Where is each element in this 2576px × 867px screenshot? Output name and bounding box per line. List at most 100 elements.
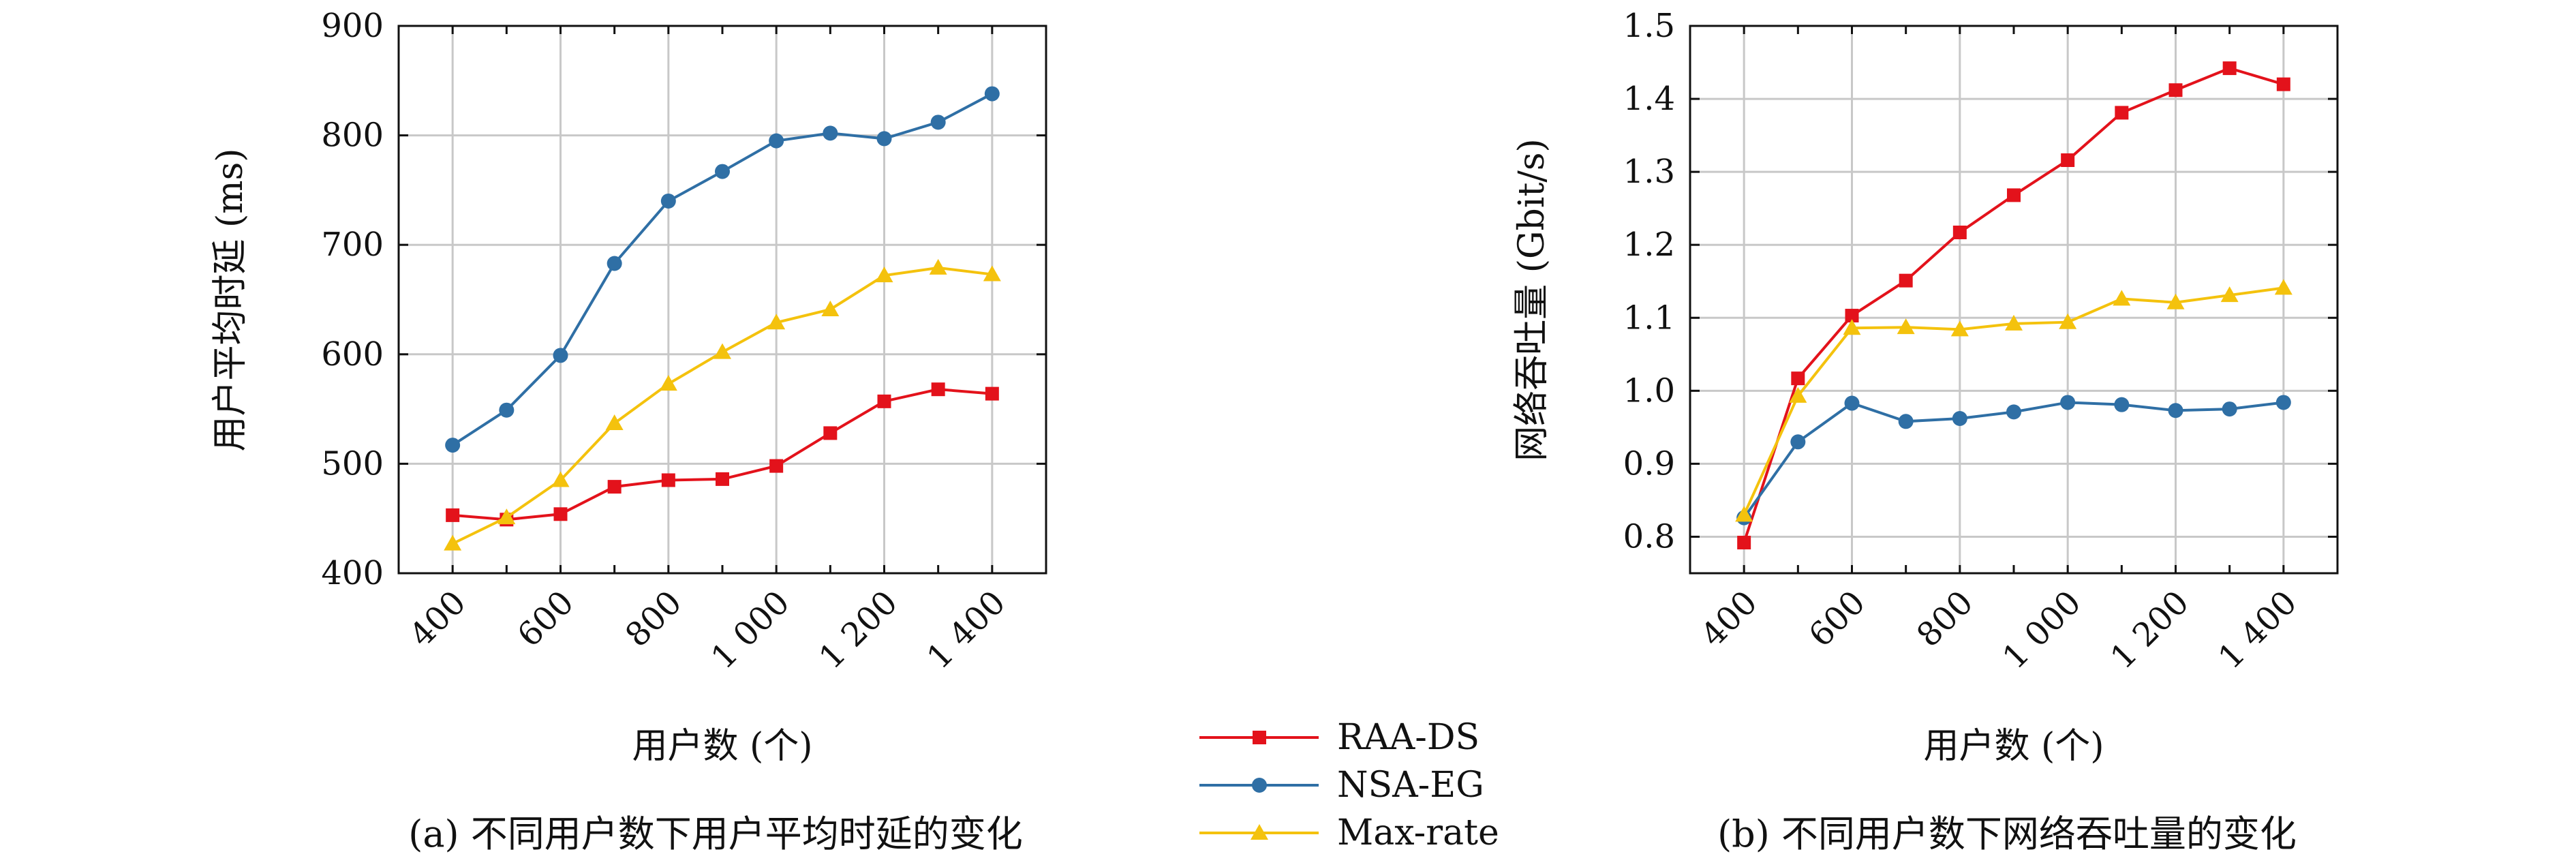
chart-a-grid	[399, 25, 1046, 575]
chart-a-point-nsa-eg	[984, 86, 1000, 102]
chart-b-point-raa-ds	[1791, 371, 1805, 386]
chart-a-point-max-rate	[605, 414, 624, 430]
chart-a-point-raa-ds	[769, 459, 784, 473]
chart-a-ytick-label: 700	[321, 226, 384, 264]
chart-b-ytick-label: 0.8	[1623, 517, 1675, 556]
chart-b-point-nsa-eg	[2006, 404, 2021, 420]
chart-a-ylabel: 用户平均时延 (ms)	[210, 148, 251, 451]
chart-b-point-nsa-eg	[1844, 395, 1860, 411]
chart-a-point-max-rate	[767, 314, 786, 330]
chart-b-caption: (b) 不同用户数下网络吞吐量的变化	[1717, 812, 2297, 855]
chart-a-point-max-rate	[714, 343, 731, 359]
legend-label-max-rate: Max-rate	[1337, 812, 1499, 853]
chart-b-ytick-label: 1.3	[1623, 153, 1675, 191]
chart-a-point-nsa-eg	[823, 125, 838, 141]
chart-a-xtick-label: 800	[618, 583, 689, 654]
chart-a-point-raa-ds	[661, 473, 675, 487]
chart-b-point-max-rate	[2274, 279, 2293, 295]
chart-b-point-raa-ds	[1845, 309, 1859, 323]
chart-b-point-raa-ds	[2168, 83, 2183, 97]
chart-a-point-raa-ds	[716, 472, 729, 486]
chart-a-point-raa-ds	[446, 508, 460, 522]
chart-b-series	[1735, 61, 2293, 550]
chart-b-ytick-label: 0.9	[1623, 444, 1675, 483]
chart-a-ytick-label: 500	[321, 444, 384, 483]
chart-a-point-raa-ds	[877, 394, 891, 408]
chart-a-caption: (a) 不同用户数下用户平均时延的变化	[408, 812, 1023, 855]
chart-a-ytick-label: 900	[321, 7, 384, 45]
chart-a-series-line-nsa-eg	[452, 92, 993, 446]
chart-a-point-raa-ds	[985, 386, 999, 401]
chart-a-point-max-rate	[497, 508, 516, 525]
chart-b-xtick-label: 400	[1693, 583, 1764, 654]
chart-b-point-max-rate	[1789, 386, 1807, 403]
chart-a-xtick-label: 600	[510, 583, 581, 654]
chart-b-point-raa-ds	[2061, 153, 2075, 168]
chart-a-point-raa-ds	[607, 480, 622, 494]
chart-a-point-nsa-eg	[660, 193, 676, 209]
chart-b-point-nsa-eg	[2168, 403, 2183, 419]
chart-a-point-raa-ds	[823, 426, 838, 440]
chart-a-point-raa-ds	[553, 507, 568, 521]
chart-a-point-max-rate	[983, 265, 1001, 282]
chart-a-point-max-rate	[444, 534, 462, 551]
chart-a-xtick-label: 1 000	[704, 583, 797, 677]
chart-a-point-max-rate	[875, 267, 893, 283]
chart-a-ytick-label: 400	[321, 554, 384, 592]
chart-b-point-raa-ds	[2222, 61, 2237, 76]
chart-b-point-max-rate	[1950, 320, 1969, 337]
chart-b-point-raa-ds	[2115, 106, 2129, 120]
chart-a-point-max-rate	[659, 375, 677, 391]
chart-a-xtick-label: 1 400	[920, 583, 1013, 677]
chart-a-point-nsa-eg	[876, 131, 892, 147]
chart-b-plot-frame	[1689, 25, 2339, 575]
chart-a-plot-frame	[397, 25, 1047, 575]
legend-marker-raa-ds	[1253, 731, 1266, 744]
chart-b-xtick-label: 1 400	[2211, 583, 2305, 677]
chart-b-ylabel: 网络吞吐量 (Gbit/s)	[1512, 138, 1552, 461]
chart-a-point-nsa-eg	[607, 256, 622, 271]
chart-b-point-nsa-eg	[1790, 434, 1806, 450]
chart-b-point-nsa-eg	[2114, 397, 2130, 412]
chart-a-xlabel: 用户数 (个)	[632, 726, 812, 767]
chart-b-point-max-rate	[2166, 293, 2185, 309]
chart-b-xtick-label: 600	[1802, 583, 1873, 654]
chart-b-ytick-label: 1.4	[1623, 80, 1675, 118]
chart-a-series-line-max-rate	[452, 266, 993, 545]
chart-a-series	[444, 86, 1001, 551]
chart-a-point-max-rate	[821, 300, 840, 316]
chart-b-point-max-rate	[2005, 314, 2023, 331]
chart-b-grid	[1690, 25, 2337, 573]
legend-marker-max-rate	[1251, 824, 1268, 840]
legend: RAA-DS NSA-EG Max-rate	[1199, 717, 1499, 853]
legend-label-raa-ds: RAA-DS	[1337, 717, 1479, 758]
legend-marker-nsa-eg	[1252, 778, 1267, 793]
chart-b-series-line-raa-ds	[1743, 66, 2284, 543]
chart-b-point-raa-ds	[1737, 536, 1751, 550]
chart-b-point-raa-ds	[1952, 225, 1967, 239]
chart-b-point-max-rate	[1843, 319, 1861, 335]
chart-a-xtick-label: 400	[402, 583, 473, 654]
chart-b-point-max-rate	[2220, 286, 2239, 303]
chart-a-point-nsa-eg	[445, 438, 461, 453]
chart-b-point-nsa-eg	[2275, 395, 2291, 410]
chart-a-point-raa-ds	[931, 382, 945, 397]
chart-a-ytick-label: 600	[321, 335, 384, 374]
chart-b-point-max-rate	[1735, 506, 1753, 522]
chart-b-xlabel: 用户数 (个)	[1923, 726, 2104, 767]
chart-a-point-nsa-eg	[930, 115, 946, 130]
chart-b-point-raa-ds	[1899, 273, 1913, 288]
chart-a-point-max-rate	[929, 258, 947, 275]
chart-b-ytick-label: 1.1	[1623, 299, 1675, 337]
chart-b-ytick-label: 1.5	[1623, 7, 1675, 45]
chart-a-point-nsa-eg	[499, 402, 515, 418]
chart-a-point-max-rate	[551, 471, 570, 487]
chart-b-point-max-rate	[2113, 290, 2131, 306]
chart-b-xtick-label: 1 000	[1995, 583, 2089, 677]
chart-b-point-raa-ds	[2007, 188, 2021, 202]
chart-a-point-nsa-eg	[769, 133, 784, 149]
